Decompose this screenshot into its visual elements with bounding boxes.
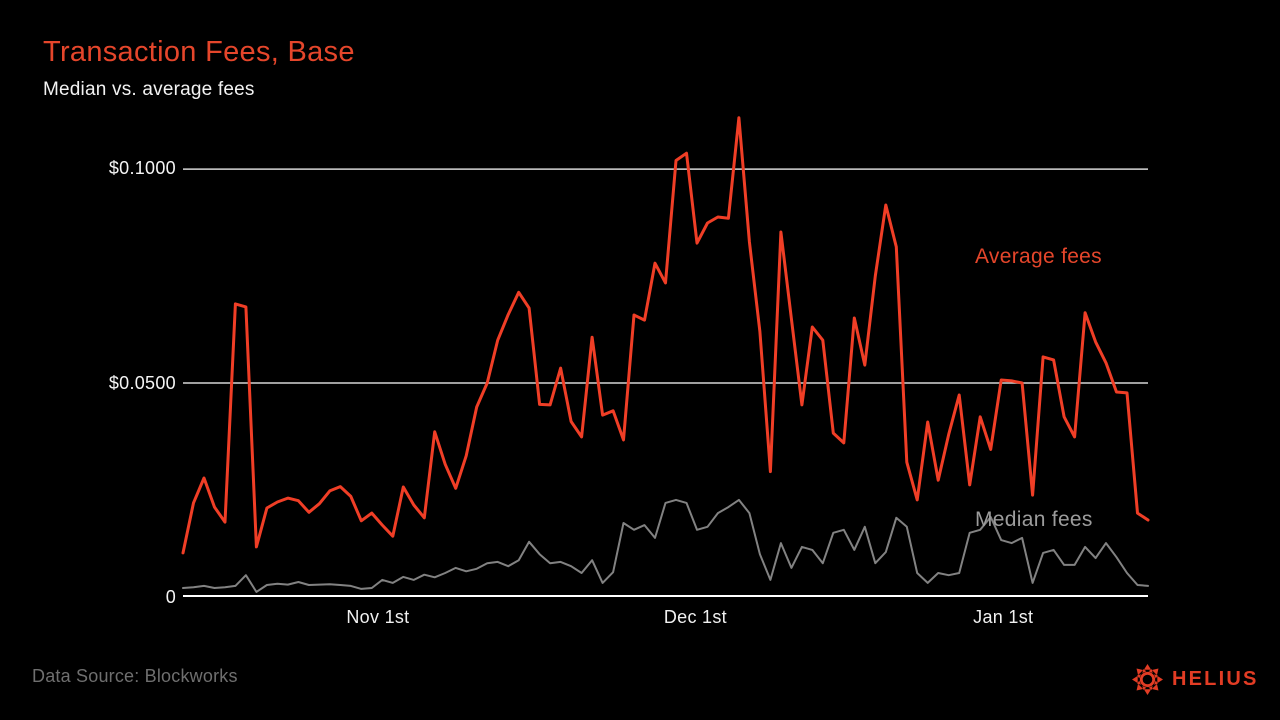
x-axis-tick-dec-1st: Dec 1st: [663, 607, 727, 627]
page-title: Transaction Fees, Base: [43, 36, 355, 68]
helius-logo: HELIUS: [1131, 662, 1259, 696]
x-axis-tick-jan-1st: Jan 1st: [973, 607, 1034, 627]
median-fees-line: [182, 498, 1149, 593]
data-source-text: Data Source: Blockworks: [32, 666, 238, 686]
page-subtitle: Median vs. average fees: [43, 79, 255, 100]
helius-sun-icon: [1132, 663, 1163, 695]
average-fees-series-label: Average fees: [975, 245, 1102, 268]
average-fees-line: [181, 116, 1150, 555]
median-fees-series-label: Median fees: [975, 508, 1093, 531]
plot-svg: [181, 116, 1150, 597]
x-axis-tick-nov-1st: Nov 1st: [346, 607, 410, 627]
helius-wordmark: HELIUS: [1172, 667, 1259, 690]
y-axis-tick-zero: 0: [165, 587, 176, 607]
y-axis-tick-0.0500: $0.0500: [108, 373, 176, 393]
y-axis-tick-0.1000: $0.1000: [108, 158, 176, 178]
x-axis: Nov 1st Dec 1st Jan 1st: [183, 607, 1148, 631]
